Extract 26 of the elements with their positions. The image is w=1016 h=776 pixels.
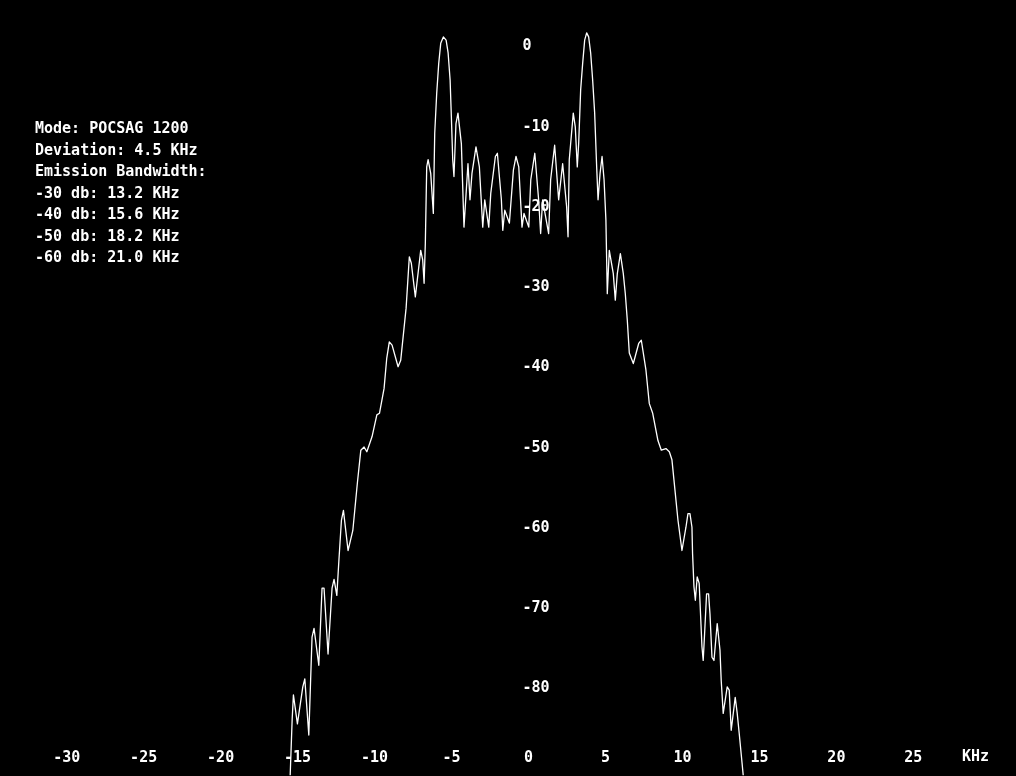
- x-tick-label: 20: [827, 747, 846, 766]
- y-tick-label: 0: [522, 36, 532, 55]
- y-tick-label: -80: [522, 678, 550, 697]
- y-tick-label: -10: [522, 116, 550, 135]
- x-tick-label: -20: [207, 747, 235, 766]
- x-tick-label: 15: [750, 747, 769, 766]
- annotation: -40 db: 15.6 KHz: [35, 205, 180, 223]
- x-tick-label: 25: [904, 747, 923, 766]
- annotation: -50 db: 18.2 KHz: [35, 226, 180, 245]
- x-tick-label: -25: [130, 747, 158, 766]
- x-axis-title: KHz: [961, 746, 990, 765]
- y-tick-label: -60: [522, 517, 550, 536]
- annotation: Mode: POCSAG 1200: [35, 119, 189, 137]
- x-tick-label: -30: [53, 747, 81, 766]
- x-tick-label: 10: [673, 747, 692, 766]
- annotation: -30 db: 13.2 KHz: [35, 183, 180, 202]
- annotation: Deviation: 4.5 KHz: [35, 140, 198, 159]
- y-tick-label: -50: [522, 437, 550, 456]
- y-tick-label: -40: [522, 357, 550, 376]
- annotation: -60 db: 21.0 KHz: [35, 248, 180, 266]
- x-tick-label: -5: [442, 747, 461, 766]
- y-tick-label: -70: [522, 598, 550, 617]
- annotation: Emission Bandwidth:: [35, 162, 207, 180]
- y-tick-label: -30: [522, 277, 550, 296]
- x-tick-label: -10: [361, 747, 389, 766]
- x-tick-label: 5: [600, 747, 610, 766]
